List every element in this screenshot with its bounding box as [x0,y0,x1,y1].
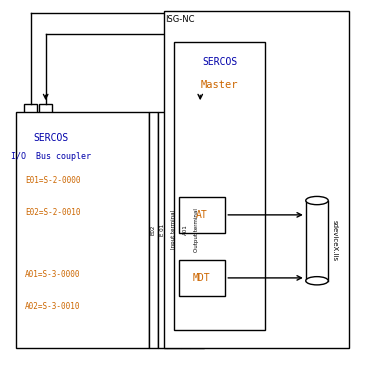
Text: SERCOS: SERCOS [202,57,237,67]
Bar [209,104,222,115]
Bar [158,112,166,348]
Bar [166,112,181,348]
Text: E02: E02 [151,224,156,235]
Bar [178,197,225,233]
Text: Master: Master [201,80,238,90]
Bar [24,104,38,115]
Text: SERCOS: SERCOS [34,133,69,142]
Text: A02=S-3-0010: A02=S-3-0010 [25,302,81,311]
Text: A01=S-3-0000: A01=S-3-0000 [25,270,81,280]
Text: ISG-NC: ISG-NC [165,15,195,24]
Text: AT: AT [196,210,208,220]
Bar [194,104,207,115]
Bar [39,104,53,115]
Bar [178,260,225,296]
Text: sdeviceX.lis: sdeviceX.lis [331,220,337,261]
Text: MDT: MDT [193,273,211,283]
Bar [148,112,158,348]
Text: E01=S-2-0000: E01=S-2-0000 [25,176,81,186]
Text: Input terminal: Input terminal [171,210,176,249]
Ellipse shape [306,277,328,285]
Bar [174,42,266,330]
Bar [164,11,349,348]
Text: E02=S-2-0010: E02=S-2-0010 [25,208,81,217]
Text: Output terminal: Output terminal [194,208,200,251]
Text: E 01: E 01 [159,223,165,236]
Text: A01: A01 [183,224,188,235]
Text: I/O  Bus coupler: I/O Bus coupler [11,152,91,161]
Bar [190,112,204,348]
Ellipse shape [306,196,328,205]
Bar [181,112,190,348]
Bar [16,112,148,348]
